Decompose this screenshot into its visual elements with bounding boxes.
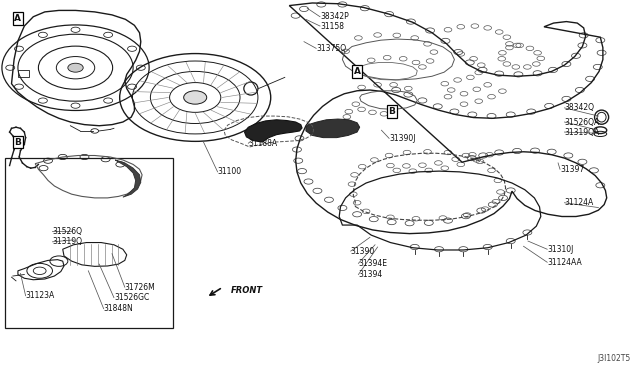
Text: 31124A: 31124A bbox=[564, 198, 594, 207]
Text: 31100: 31100 bbox=[218, 167, 242, 176]
Bar bbox=[18, 70, 29, 77]
Text: 31726M: 31726M bbox=[125, 283, 156, 292]
Polygon shape bbox=[115, 160, 141, 197]
Text: 31319QA: 31319QA bbox=[564, 128, 600, 137]
Text: 31397: 31397 bbox=[560, 165, 584, 174]
Text: J3I102T5: J3I102T5 bbox=[597, 354, 630, 363]
Text: 31124AA: 31124AA bbox=[547, 258, 582, 267]
Text: A: A bbox=[354, 67, 360, 76]
Text: 31848N: 31848N bbox=[104, 304, 133, 313]
Circle shape bbox=[68, 63, 83, 72]
Polygon shape bbox=[244, 120, 302, 142]
Text: 31526QA: 31526QA bbox=[564, 118, 600, 126]
Polygon shape bbox=[306, 119, 360, 138]
Text: 31390: 31390 bbox=[351, 247, 375, 256]
Text: B: B bbox=[15, 138, 21, 147]
Text: 31310J: 31310J bbox=[547, 245, 573, 254]
Text: 31526Q: 31526Q bbox=[52, 227, 83, 236]
Text: A: A bbox=[15, 14, 21, 23]
Text: 38342Q: 38342Q bbox=[564, 103, 595, 112]
Text: 31394: 31394 bbox=[358, 270, 383, 279]
Text: 31390J: 31390J bbox=[389, 134, 415, 143]
Text: 31394E: 31394E bbox=[358, 259, 387, 268]
Text: 31123A: 31123A bbox=[26, 291, 55, 300]
Text: 31158: 31158 bbox=[320, 22, 344, 31]
Text: 21606X: 21606X bbox=[261, 122, 291, 131]
Text: 31526GC: 31526GC bbox=[114, 293, 149, 302]
Text: 31188A: 31188A bbox=[248, 139, 278, 148]
Text: 31319Q: 31319Q bbox=[52, 237, 83, 246]
Text: 31375Q: 31375Q bbox=[316, 44, 346, 53]
Bar bbox=[5, 158, 173, 328]
Circle shape bbox=[184, 91, 207, 104]
Text: B: B bbox=[388, 107, 395, 116]
Text: FRONT: FRONT bbox=[230, 286, 262, 295]
Text: 38342P: 38342P bbox=[320, 12, 349, 21]
